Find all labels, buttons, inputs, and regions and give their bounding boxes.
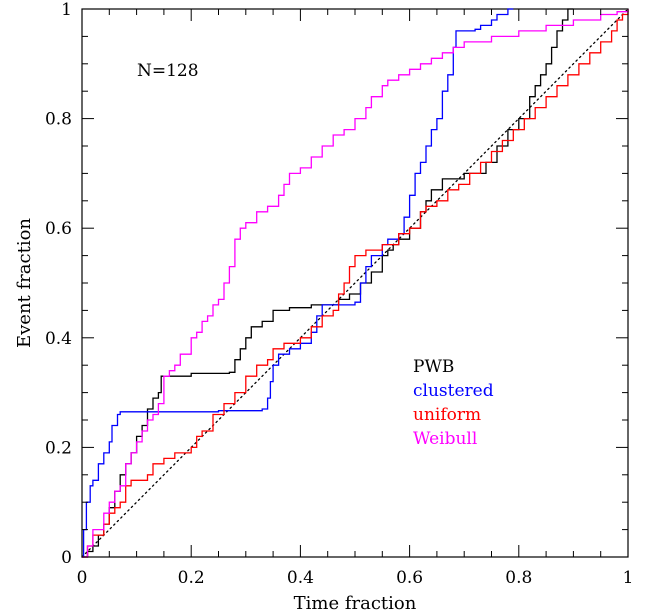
legend: PWB clustered uniform Weibull xyxy=(413,357,494,449)
sample-size-annotation: N=128 xyxy=(137,61,199,81)
y-tick-label: 0.6 xyxy=(45,219,72,239)
x-tick-label: 1 xyxy=(623,568,634,588)
x-tick-label: 0.4 xyxy=(287,568,314,588)
y-tick-label: 0.4 xyxy=(45,329,72,349)
x-tick-label: 0 xyxy=(77,568,88,588)
reference-diagonal xyxy=(81,8,629,558)
x-tick-label: 0.2 xyxy=(178,568,205,588)
legend-entry-uniform: uniform xyxy=(413,405,481,425)
x-axis-label: Time fraction xyxy=(294,593,417,614)
y-tick-label: 0 xyxy=(61,548,72,568)
y-tick-label: 0.2 xyxy=(45,438,72,458)
x-tick-label: 0.8 xyxy=(505,568,532,588)
series-line-pwb xyxy=(82,8,574,558)
legend-entry-clustered: clustered xyxy=(413,381,494,401)
y-axis-label: Event fraction xyxy=(14,218,35,348)
series-line-weibull xyxy=(82,9,629,558)
tick-group: 0 0.2 0.4 0.6 0.8 1 0 0.2 0.4 0.6 0.8 1 xyxy=(45,0,633,588)
x-tick-label: 0.6 xyxy=(396,568,423,588)
series-group xyxy=(82,8,629,558)
y-tick-label: 0.8 xyxy=(45,110,72,130)
series-line-uniform xyxy=(82,9,629,558)
reference-line xyxy=(81,8,629,558)
legend-entry-pwb: PWB xyxy=(413,357,454,377)
y-tick-label: 1 xyxy=(61,0,72,20)
series-line-clustered xyxy=(82,8,514,558)
legend-entry-weibull: Weibull xyxy=(413,429,477,449)
